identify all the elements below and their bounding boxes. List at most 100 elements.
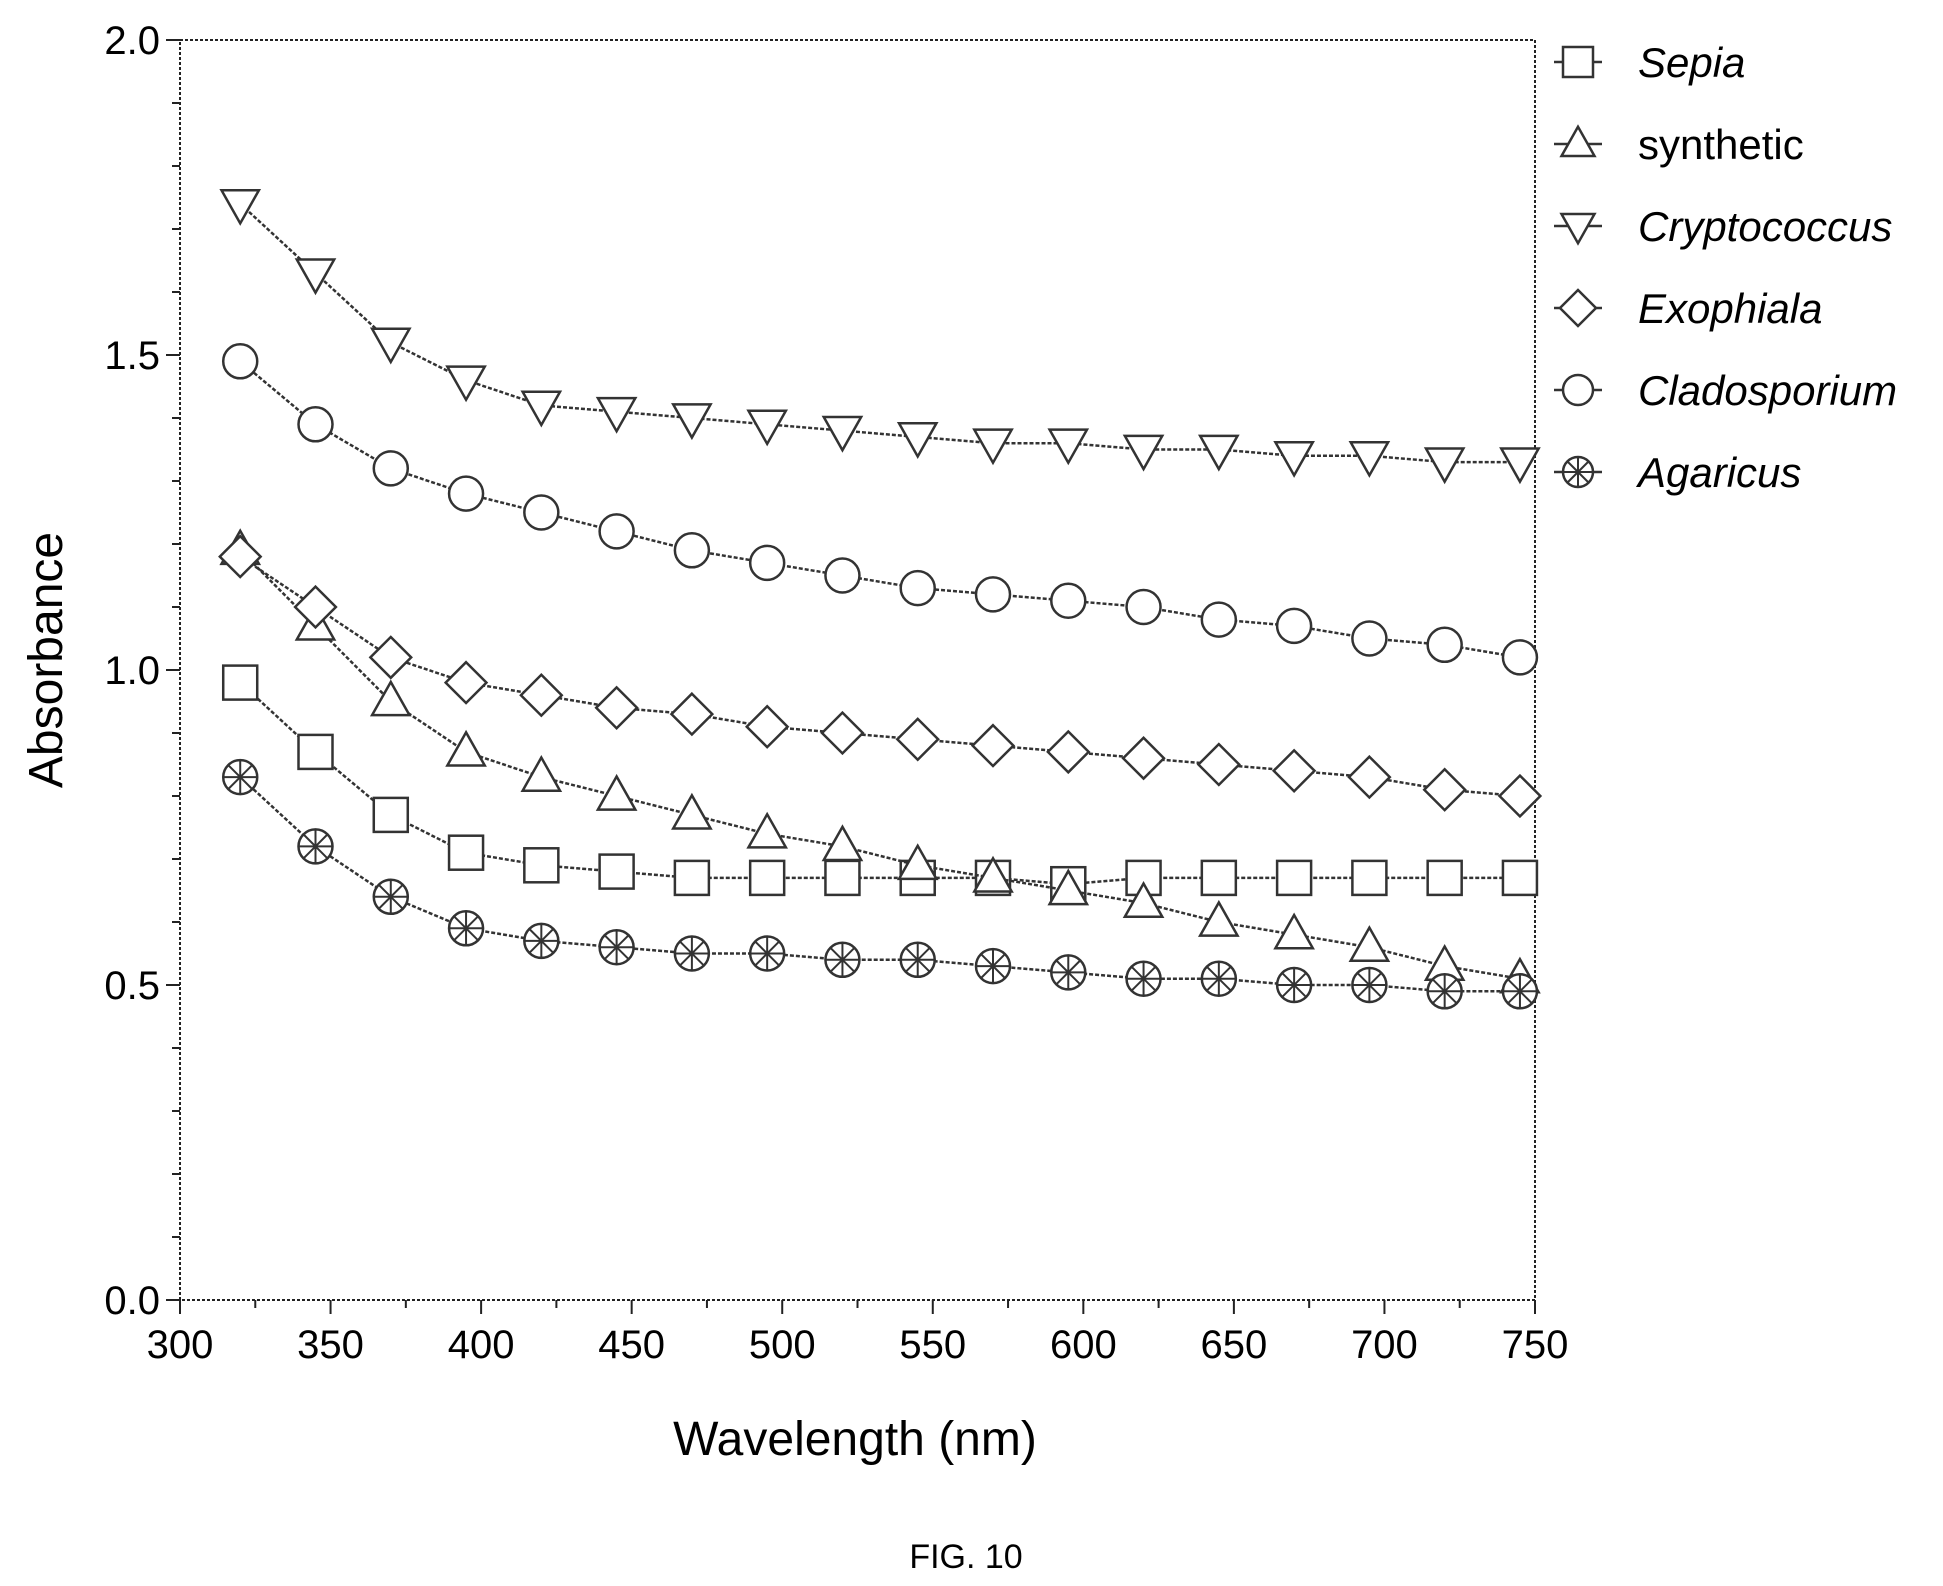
data-point-cryptococcus <box>294 258 337 296</box>
data-point-cryptococcus <box>1273 440 1315 478</box>
marker-cross-d2 <box>1432 978 1458 1004</box>
series-line-agaricus <box>239 776 1520 993</box>
marker-cross-d2 <box>1281 972 1307 998</box>
x-tick-label: 700 <box>1351 1323 1418 1367</box>
data-point-sepia <box>748 859 786 897</box>
data-point-exophiala <box>218 534 263 579</box>
legend-item-cladosporium: Cladosporium <box>1554 367 1897 414</box>
x-tick-label: 750 <box>1502 1323 1569 1367</box>
series-synthetic <box>219 528 1541 994</box>
data-point-cryptococcus <box>1047 428 1090 466</box>
data-point-exophiala <box>519 673 564 718</box>
axes: 300 350 400 450 500 550 600 650 700 750 0.0 0.5 1.0 1… <box>104 19 1568 1367</box>
series-cryptococcus <box>219 188 1541 485</box>
data-point-agaricus <box>1501 973 1539 1010</box>
data-point-synthetic <box>1122 881 1165 918</box>
series-cladosporium <box>221 343 1539 676</box>
data-point-exophiala <box>1271 748 1317 793</box>
marker-cross-d2 <box>378 884 404 910</box>
data-point-cryptococcus <box>219 188 262 226</box>
data-point-agaricus <box>297 828 334 865</box>
data-point-cryptococcus <box>896 422 939 459</box>
data-point-synthetic <box>445 729 487 767</box>
marker-cross-d2 <box>1055 959 1081 986</box>
y-tick-label: 1.0 <box>104 649 160 693</box>
marker-cross-d2 <box>227 764 253 790</box>
data-point-agaricus <box>824 941 861 979</box>
data-point-agaricus <box>1050 954 1087 991</box>
series-line-cladosporium <box>239 360 1521 659</box>
data-point-exophiala <box>744 704 790 749</box>
legend-item-cryptococcus: Cryptococcus <box>1554 203 1892 250</box>
marker-cross-d2 <box>1566 460 1590 484</box>
data-point-agaricus <box>221 758 259 796</box>
x-tick-label: 550 <box>899 1323 966 1367</box>
series-agaricus <box>221 758 1539 1010</box>
marker-cross-d2 <box>980 953 1006 979</box>
data-point-cladosporium <box>1501 639 1539 676</box>
legend-marker-sepia <box>1561 45 1595 79</box>
data-point-sepia <box>1426 859 1463 897</box>
y-tick-label: 2.0 <box>104 19 160 63</box>
data-point-synthetic <box>1047 868 1090 906</box>
legend-label-synthetic: synthetic <box>1638 121 1804 168</box>
data-point-exophiala <box>1497 773 1543 819</box>
data-point-exophiala <box>368 635 413 680</box>
data-point-cladosporium <box>1351 620 1388 657</box>
data-point-cladosporium <box>974 576 1012 613</box>
data-point-cladosporium <box>221 343 259 380</box>
data-point-synthetic <box>369 679 412 717</box>
legend-marker-cladosporium <box>1561 373 1595 407</box>
marker-cross-d2 <box>905 947 931 973</box>
data-point-sepia <box>221 664 259 701</box>
legend-label-sepia: Sepia <box>1638 39 1745 86</box>
x-tick-label: 400 <box>448 1323 515 1367</box>
data-point-synthetic <box>972 855 1014 893</box>
data-point-sepia <box>598 853 635 890</box>
data-point-sepia <box>824 859 861 897</box>
x-tick-label: 600 <box>1050 1323 1117 1367</box>
data-point-exophiala <box>820 710 865 756</box>
data-point-cryptococcus <box>671 403 713 441</box>
data-point-exophiala <box>1046 729 1091 775</box>
legend-item-exophiala: Exophiala <box>1554 285 1822 332</box>
data-point-agaricus <box>598 928 635 966</box>
data-point-cladosporium <box>523 494 560 531</box>
y-tick-label: 0.0 <box>104 1279 160 1323</box>
x-tick-label: 350 <box>297 1323 364 1367</box>
data-point-cladosporium <box>899 569 936 607</box>
data-point-cladosporium <box>1275 607 1313 645</box>
data-point-sepia <box>447 834 485 871</box>
data-point-cryptococcus <box>1197 434 1240 472</box>
data-point-cryptococcus <box>1423 447 1466 485</box>
legend: Sepia synthetic Cryptococcus Exophiala Clado… <box>1554 39 1897 496</box>
series-layer <box>218 188 1543 1010</box>
series-line-sepia <box>239 681 1520 886</box>
data-point-agaricus <box>748 935 786 972</box>
legend-marker-cryptococcus <box>1559 212 1597 246</box>
legend-item-synthetic: synthetic <box>1554 121 1804 168</box>
data-point-synthetic <box>1348 925 1391 963</box>
data-point-agaricus <box>523 922 560 960</box>
data-point-synthetic <box>896 843 939 881</box>
data-point-sepia <box>372 796 410 834</box>
data-point-sepia <box>673 859 711 897</box>
data-point-agaricus <box>1426 973 1463 1010</box>
marker-cross-d2 <box>528 928 554 954</box>
marker-cross-d2 <box>1130 966 1157 992</box>
data-point-agaricus <box>1351 966 1388 1004</box>
data-point-agaricus <box>974 947 1012 985</box>
legend-marker-exophiala <box>1558 288 1598 328</box>
data-point-cladosporium <box>1050 582 1087 619</box>
data-point-cryptococcus <box>746 409 789 447</box>
data-point-cryptococcus <box>1499 447 1541 485</box>
data-point-cladosporium <box>1125 588 1162 626</box>
y-tick-label: 0.5 <box>104 964 160 1008</box>
data-point-cladosporium <box>673 532 711 569</box>
data-point-exophiala <box>443 660 489 705</box>
data-point-cryptococcus <box>1122 434 1165 472</box>
y-tick-label: 1.5 <box>104 334 160 378</box>
data-point-cladosporium <box>748 544 786 582</box>
data-point-synthetic <box>671 792 713 830</box>
data-point-cryptococcus <box>821 415 864 453</box>
